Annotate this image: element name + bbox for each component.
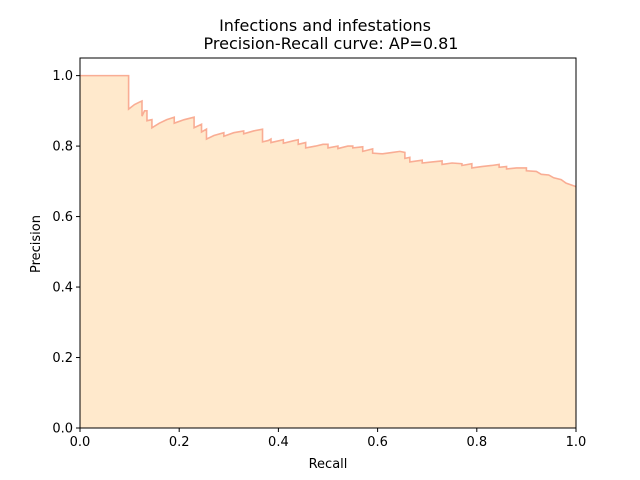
x-tick-label: 0.0 xyxy=(70,435,91,450)
x-tick-label: 0.6 xyxy=(367,435,388,450)
y-tick-label: 0.2 xyxy=(52,351,73,366)
plot-area xyxy=(79,57,577,429)
x-tick-label: 0.4 xyxy=(268,435,289,450)
y-tick-label: 0.4 xyxy=(52,281,73,296)
plot-frame xyxy=(79,57,577,429)
chart-subtitle: Precision-Recall curve: AP=0.81 xyxy=(204,34,459,53)
y-tick-label: 1.0 xyxy=(52,69,73,84)
y-tick-label: 0.6 xyxy=(52,210,73,225)
y-axis-ticks: 0.0 0.2 0.4 0.6 0.8 1.0 xyxy=(52,69,80,437)
x-tick-label: 0.8 xyxy=(466,435,487,450)
y-axis-label: Precision xyxy=(29,215,44,273)
x-tick-label: 1.0 xyxy=(566,435,587,450)
y-tick-label: 0.0 xyxy=(52,422,73,437)
y-tick-label: 0.8 xyxy=(52,140,73,155)
x-tick-label: 0.2 xyxy=(169,435,190,450)
chart-title: Infections and infestations xyxy=(219,16,431,35)
x-axis-ticks: 0.0 0.2 0.4 0.6 0.8 1.0 xyxy=(70,428,587,450)
x-axis-label: Recall xyxy=(309,457,348,472)
pr-area-fill xyxy=(80,75,576,429)
pr-curve-line xyxy=(80,74,577,188)
